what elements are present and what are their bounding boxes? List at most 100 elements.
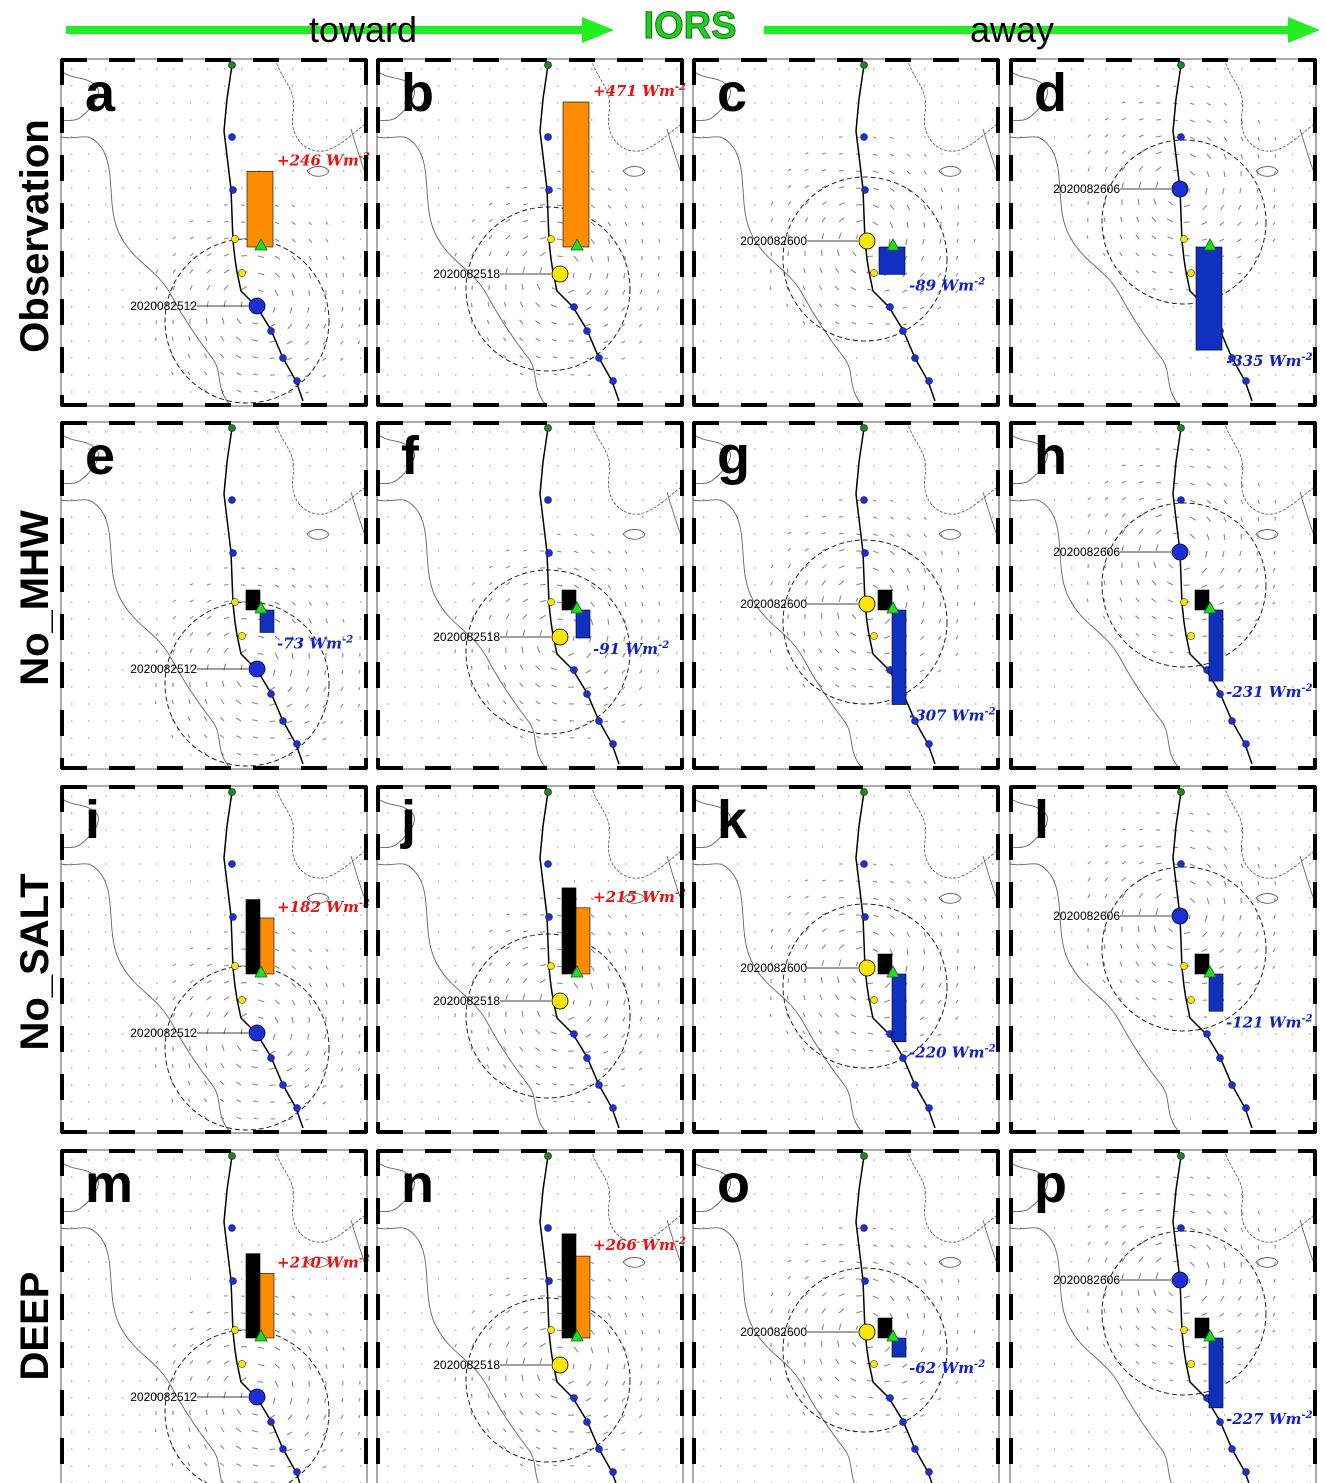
panel-letter: e (85, 426, 115, 486)
storm-center (1171, 180, 1189, 198)
track-dot-yellow (1180, 598, 1188, 606)
panel-n: 2020082518 +266 Wm-2 n (376, 1149, 686, 1483)
track-dot (279, 1445, 287, 1453)
flux-bar (1195, 246, 1223, 351)
time-label: 2020082512 (130, 1026, 197, 1040)
track-dot (886, 1394, 894, 1402)
panel-letter: c (717, 63, 747, 123)
track-dot (570, 303, 578, 311)
track-dot (293, 1468, 301, 1476)
storm-center (551, 992, 569, 1010)
storm-radius-circle (782, 176, 948, 342)
track-dot (911, 1081, 919, 1089)
track-dot-yellow (1187, 632, 1195, 640)
track-dot (545, 186, 553, 194)
track-dot-yellow (547, 235, 555, 243)
track-start-dot (544, 424, 552, 432)
track-start-dot (860, 788, 868, 796)
flux-bar (575, 1255, 591, 1339)
control-flux-bar (245, 589, 261, 611)
panel-letter: j (400, 790, 416, 850)
away-label: away (970, 9, 1054, 50)
row-label-observation: Observation (13, 119, 57, 352)
flux-value-label: +266 Wm-2 (593, 1236, 686, 1254)
track-dot (1228, 354, 1236, 362)
panel-grid: 2020082512 +246 Wm-2 a 2020082518 +471 Wm-2 b… (60, 58, 1317, 1483)
panel-letter: g (717, 426, 750, 486)
track-dot (293, 377, 301, 385)
buoy-marker (886, 965, 900, 978)
track-dot (267, 1054, 275, 1062)
panel-letter: i (85, 790, 100, 850)
track-dot (229, 913, 237, 921)
flux-value-label: +246 Wm-2 (277, 151, 370, 169)
track-dot (1216, 1418, 1224, 1426)
track-dot (1177, 133, 1185, 141)
track-dot (267, 327, 275, 335)
track-dot (925, 377, 933, 385)
flux-value-label: -227 Wm-2 (1226, 1410, 1313, 1428)
track-dot-yellow (870, 1360, 878, 1368)
track-dot (293, 740, 301, 748)
storm-radius-circle (1101, 866, 1267, 1032)
track-start-dot (1177, 788, 1185, 796)
storm-center (248, 1388, 266, 1406)
row-label-no-mhw: No_MHW (13, 510, 57, 686)
track-dot (899, 327, 907, 335)
panel-j: 2020082518 +215 Wm-2 j (376, 785, 686, 1134)
toward-label: toward (309, 9, 417, 50)
track-dot (925, 1468, 933, 1476)
panel-d: 2020082606 -335 Wm-2 d (1009, 58, 1317, 407)
control-flux-bar (877, 953, 893, 975)
panel-letter: a (85, 63, 116, 123)
panel-c: 2020082600 -89 Wm-2 c (692, 58, 1000, 407)
track-dot (583, 690, 591, 698)
track-dot-yellow (547, 598, 555, 606)
track-dot (544, 860, 552, 868)
track-dot-yellow (238, 269, 246, 277)
flux-bar (1208, 609, 1224, 682)
time-label: 2020082600 (740, 597, 807, 611)
storm-center (551, 265, 569, 283)
flux-value-label: +471 Wm-2 (593, 82, 686, 100)
storm-radius-circle (1101, 502, 1267, 668)
control-flux-bar (245, 899, 261, 975)
panel-letter: f (401, 426, 420, 486)
track-dot-yellow (238, 632, 246, 640)
away-arrowhead (1288, 17, 1320, 43)
track-dot (570, 1394, 578, 1402)
toward-arrowhead (582, 17, 614, 43)
panel-letter: d (1034, 63, 1067, 123)
storm-center (1171, 1271, 1189, 1289)
track-dot (544, 133, 552, 141)
storm-center (248, 1024, 266, 1042)
storm-center (858, 232, 876, 250)
buoy-marker (886, 238, 900, 251)
track-dot (544, 496, 552, 504)
track-dot (899, 1418, 907, 1426)
flux-bar (891, 973, 907, 1043)
flux-bar (259, 917, 275, 975)
track-dot (911, 354, 919, 362)
control-flux-bar (1194, 589, 1210, 611)
track-dot (1177, 1224, 1185, 1232)
track-start-dot (228, 788, 236, 796)
track-dot (861, 913, 869, 921)
buoy-marker (254, 238, 268, 251)
panel-g: 2020082600 -307 Wm-2 g (692, 421, 1000, 770)
control-flux-bar (877, 1317, 893, 1339)
time-label: 2020082518 (433, 1358, 500, 1372)
time-label: 2020082606 (1053, 909, 1120, 923)
time-label: 2020082600 (740, 234, 807, 248)
panel-letter: n (401, 1154, 434, 1214)
panel-letter: m (85, 1154, 133, 1214)
flux-bar (259, 1273, 275, 1339)
panel-l: 2020082606 -121 Wm-2 l (1009, 785, 1317, 1134)
buoy-marker (570, 601, 584, 614)
track-dot (595, 717, 603, 725)
track-dot (1228, 1445, 1236, 1453)
flux-value-label: +215 Wm-2 (593, 888, 686, 906)
storm-radius-circle (782, 903, 948, 1069)
track-dot (293, 1104, 301, 1112)
control-flux-bar (1194, 953, 1210, 975)
